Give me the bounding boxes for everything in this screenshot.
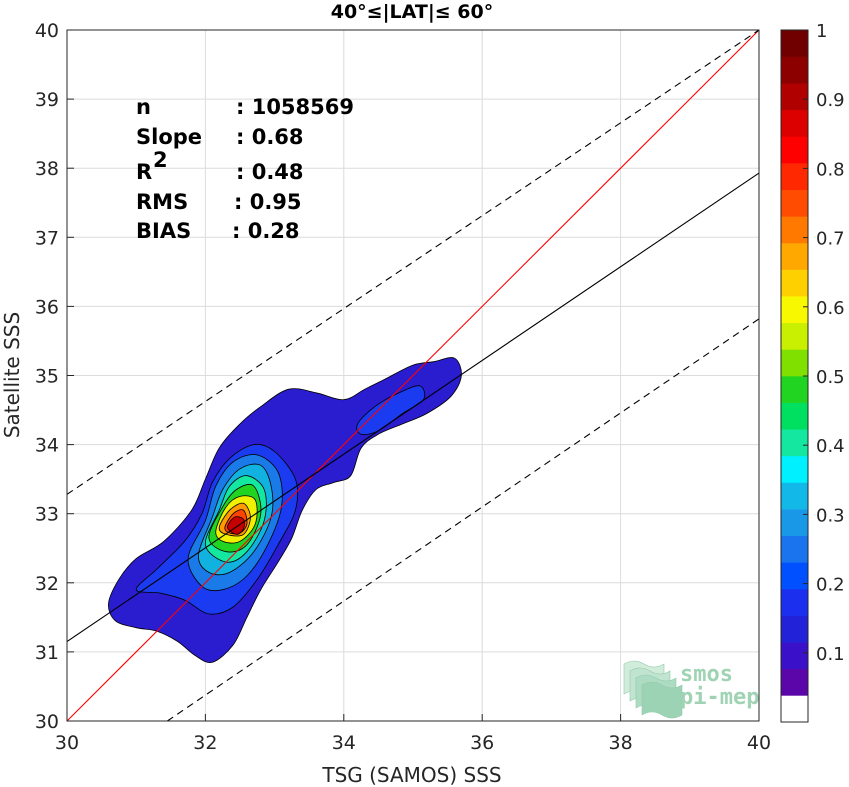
colorbar-segment [781, 482, 808, 510]
y-tick-label: 35 [35, 366, 59, 388]
colorbar-segment [781, 509, 808, 536]
logo-wave-shape [641, 681, 683, 719]
stat-label: BIAS [136, 219, 191, 243]
stat-label: RMS [136, 190, 188, 214]
colorbar-segment [781, 402, 808, 430]
colorbar-tick-label: 0.1 [816, 644, 845, 665]
y-tick-label: 38 [35, 158, 59, 180]
colorbar-segment [781, 322, 808, 350]
colorbar-segment [781, 109, 808, 137]
colorbar-segment [781, 642, 808, 670]
colorbar-segment [781, 216, 808, 244]
chart-title: 40°≤|LAT|≤ 60° [331, 1, 494, 23]
colorbar-tick-label: 0.9 [816, 90, 845, 111]
colorbar-segment [781, 535, 808, 563]
colorbar-segment [781, 695, 808, 723]
axis-ticks: 30 32 34 36 38 40 30 31 32 33 34 35 36 37 38 39 40 [35, 20, 771, 754]
colorbar-segment [781, 562, 808, 590]
stats-box: n : 1058569 Slope : 0.68 R 2 : 0.48 RMS : 0.95 BI… [136, 95, 354, 243]
stat-value: : 0.95 [234, 190, 302, 214]
logo-line1: smos [680, 662, 733, 687]
y-tick-label: 34 [35, 435, 59, 457]
colorbar-tick-label: 0.4 [816, 436, 845, 457]
x-axis-label: TSG (SAMOS) SSS [321, 763, 501, 787]
colorbar-segment [781, 349, 808, 377]
y-axis-label: Satellite SSS [0, 312, 24, 438]
colorbar-segment [781, 83, 808, 111]
colorbar-segment [781, 296, 808, 324]
colorbar-tick-label: 0.7 [816, 229, 845, 250]
identity-line [66, 29, 760, 722]
colorbar-segment [781, 615, 808, 643]
y-tick-label: 33 [35, 504, 59, 526]
colorbar-tick-label: 0.3 [816, 505, 845, 526]
colorbar-tick-label: 0.8 [816, 159, 845, 180]
logo-line2: pi-mep [680, 685, 759, 710]
x-tick-label: 38 [609, 732, 633, 754]
colorbar-segment [781, 30, 808, 57]
colorbar-segment [781, 376, 808, 403]
colorbar-tick-label: 0.5 [816, 367, 845, 388]
stat-value: : 0.28 [232, 219, 300, 243]
colorbar-tick-label: 1 [816, 21, 827, 42]
y-tick-label: 40 [35, 20, 59, 42]
colorbar: 0.1 0.2 0.3 0.4 0.5 0.6 0.7 0.8 0.9 1 [780, 21, 845, 723]
colorbar-segment [781, 136, 808, 164]
colorbar-segment [781, 668, 808, 696]
stat-value: : 0.48 [236, 160, 304, 184]
colorbar-segment [781, 242, 808, 270]
x-tick-label: 36 [470, 732, 494, 754]
colorbar-segment [781, 588, 808, 616]
x-tick-label: 30 [55, 732, 79, 754]
y-tick-label: 36 [35, 296, 59, 318]
y-tick-label: 30 [35, 711, 59, 733]
colorbar-segment [781, 56, 808, 84]
upper-bound-line [66, 29, 760, 495]
stat-superscript: 2 [153, 148, 168, 172]
stat-label: n [136, 95, 151, 119]
colorbar-segment [781, 455, 808, 483]
colorbar-segment [781, 189, 808, 217]
regression-line [66, 172, 760, 642]
y-tick-label: 37 [35, 227, 59, 249]
x-tick-label: 32 [193, 732, 217, 754]
colorbar-tick-label: 0.6 [816, 298, 845, 319]
y-tick-label: 32 [35, 573, 59, 595]
colorbar-segment [781, 163, 808, 190]
stat-label: R [136, 160, 152, 184]
colorbar-segment [781, 269, 808, 297]
x-tick-label: 34 [332, 732, 356, 754]
stat-label: Slope [136, 125, 202, 149]
reference-lines [66, 29, 760, 722]
stat-value: : 1058569 [236, 95, 354, 119]
stat-value: : 0.68 [236, 125, 304, 149]
x-tick-label: 40 [747, 732, 771, 754]
colorbar-tick-label: 0.2 [816, 575, 845, 596]
colorbar-segment [781, 429, 808, 457]
y-tick-label: 31 [35, 642, 59, 664]
y-tick-label: 39 [35, 89, 59, 111]
